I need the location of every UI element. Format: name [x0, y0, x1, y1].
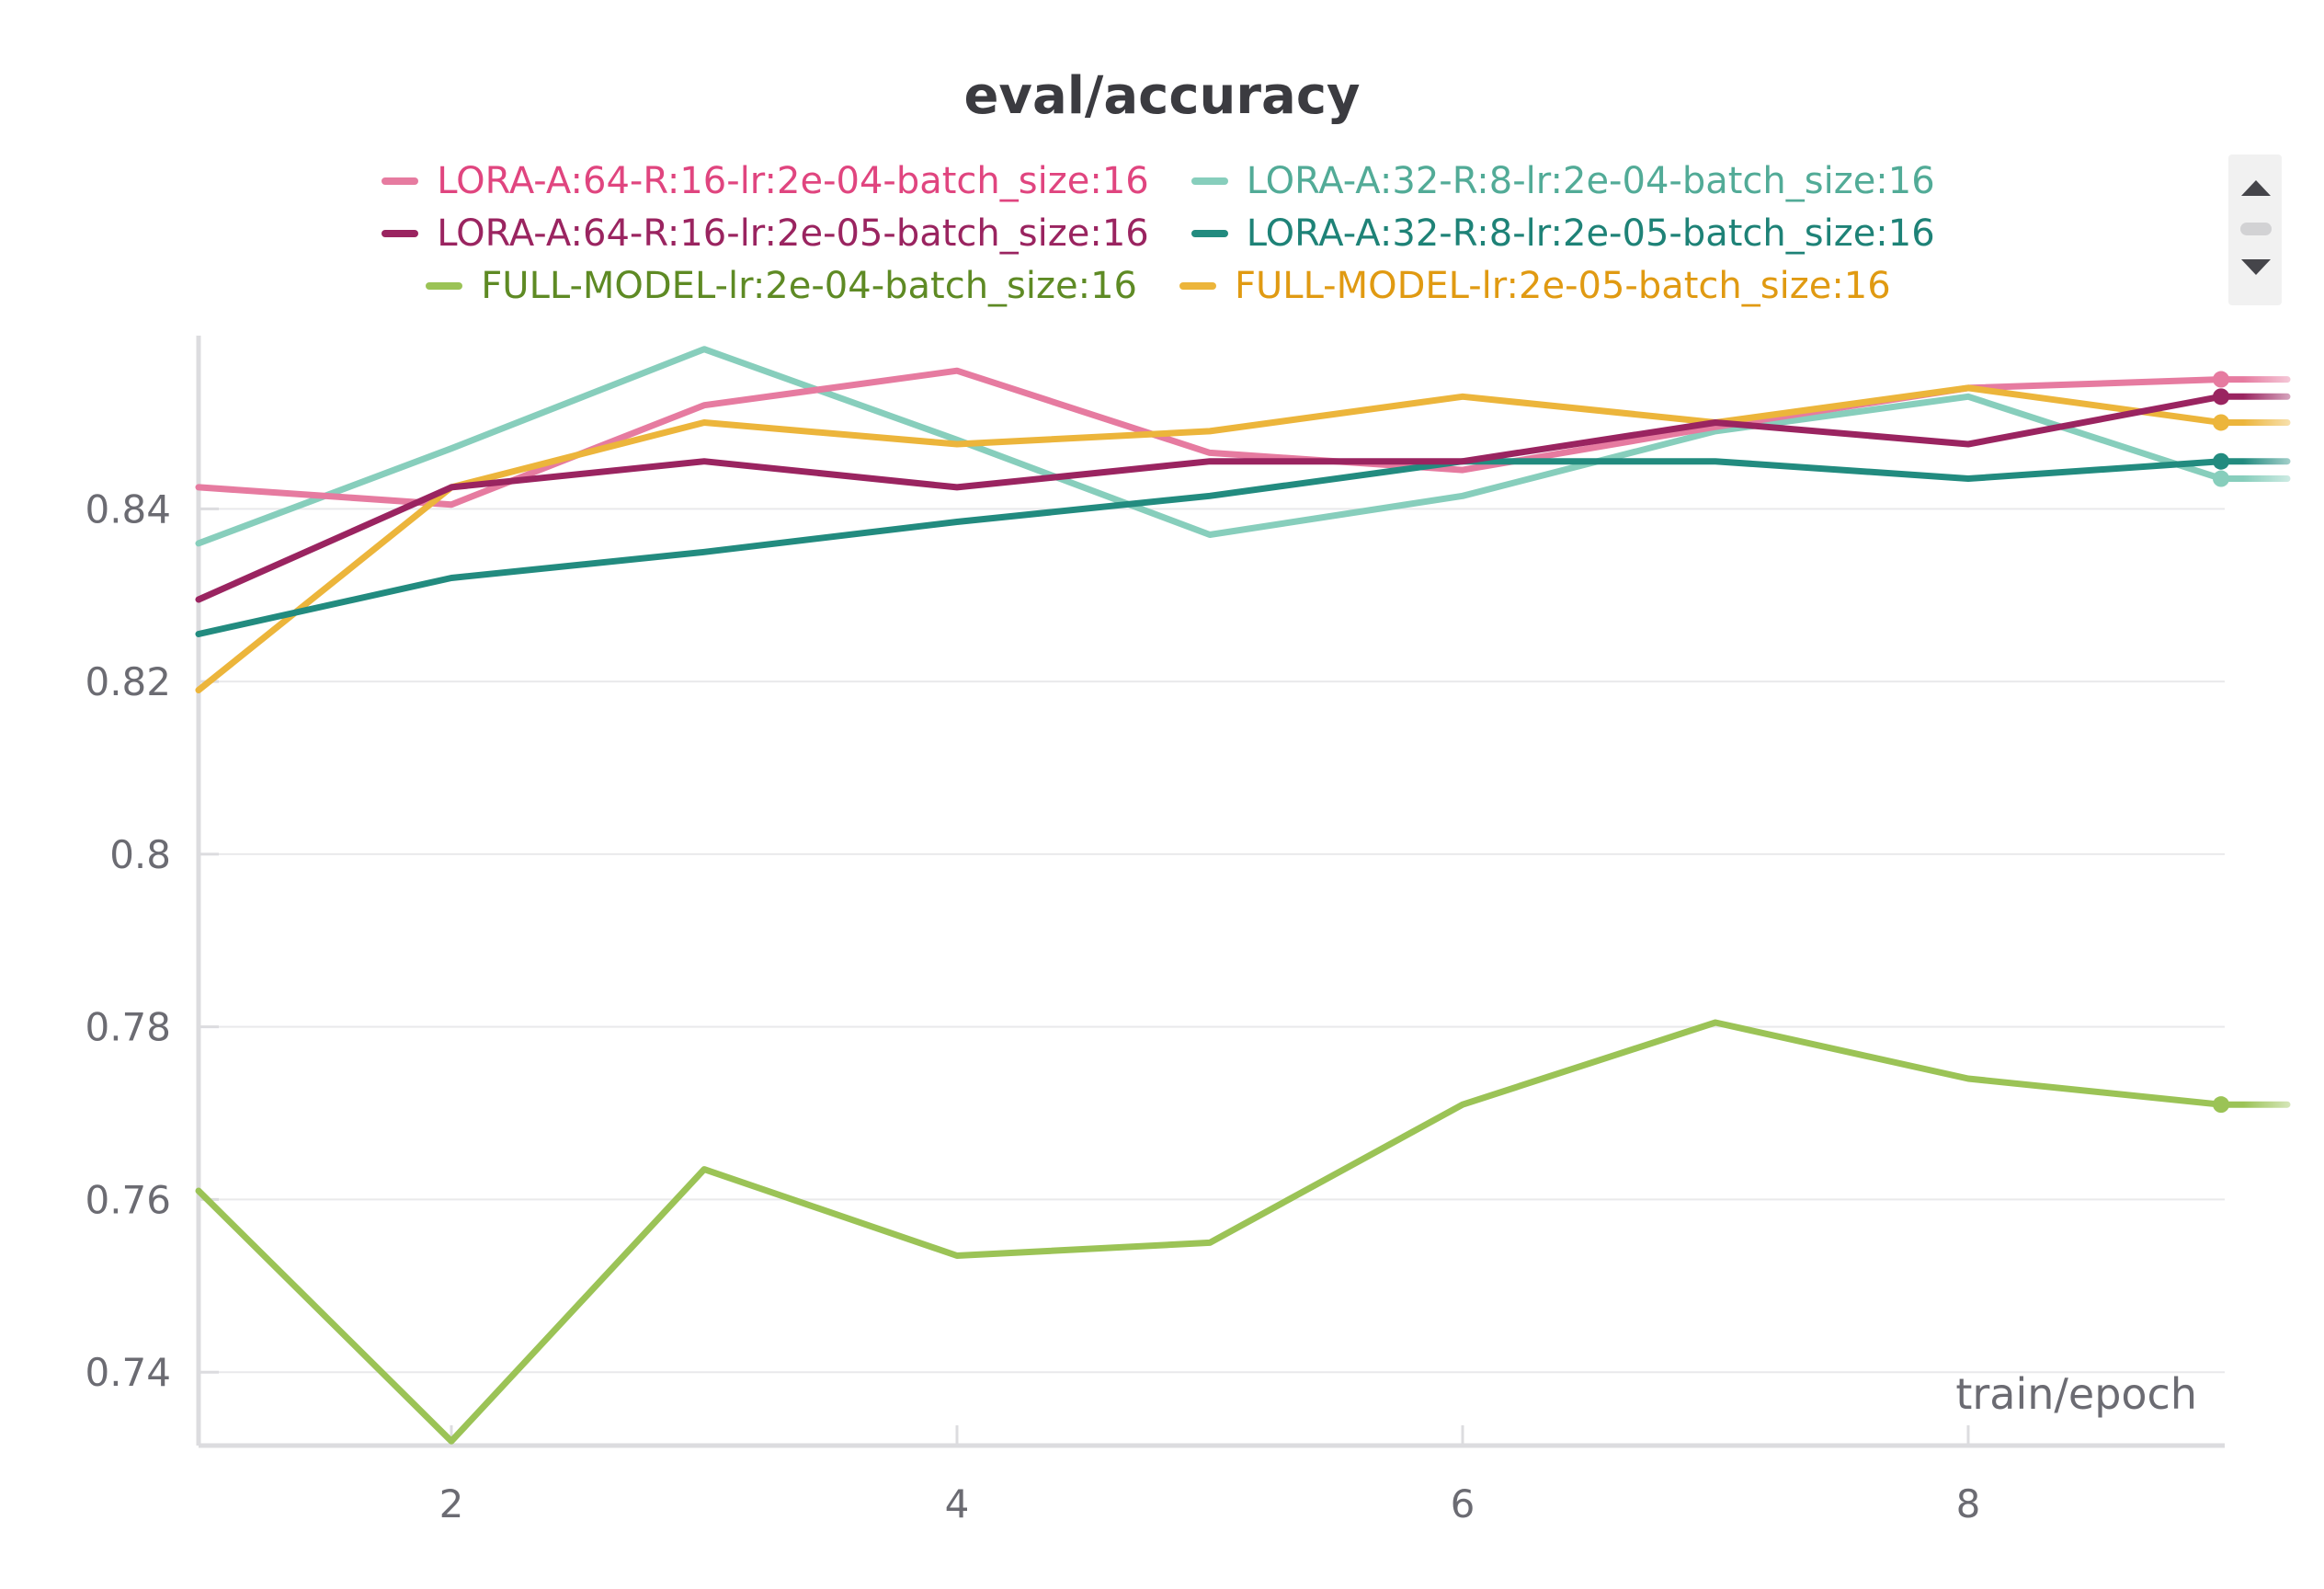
series-line[interactable]	[199, 388, 2287, 691]
series-end-point[interactable]	[2213, 471, 2229, 487]
y-tick-label: 0.84	[85, 486, 171, 532]
series-end-point[interactable]	[2213, 414, 2229, 430]
x-tick-label: 4	[945, 1481, 970, 1526]
y-tick-label: 0.78	[85, 1005, 171, 1050]
series-line[interactable]	[199, 462, 2287, 634]
series-end-point[interactable]	[2213, 453, 2229, 470]
y-tick-label: 0.74	[85, 1350, 171, 1395]
x-axis-label: train/epoch	[1955, 1369, 2197, 1419]
x-tick-label: 2	[439, 1481, 464, 1526]
series-end-point[interactable]	[2213, 388, 2229, 405]
x-tick-label: 6	[1451, 1481, 1475, 1526]
series-end-point[interactable]	[2213, 1096, 2229, 1113]
series-end-point[interactable]	[2213, 372, 2229, 388]
series-layer	[199, 349, 2287, 1442]
series-fade	[2243, 331, 2324, 1140]
y-tick-label: 0.8	[109, 832, 171, 877]
y-tick-label: 0.76	[85, 1177, 171, 1222]
y-tick-label: 0.82	[85, 659, 171, 704]
x-tick-label: 8	[1956, 1481, 1981, 1526]
